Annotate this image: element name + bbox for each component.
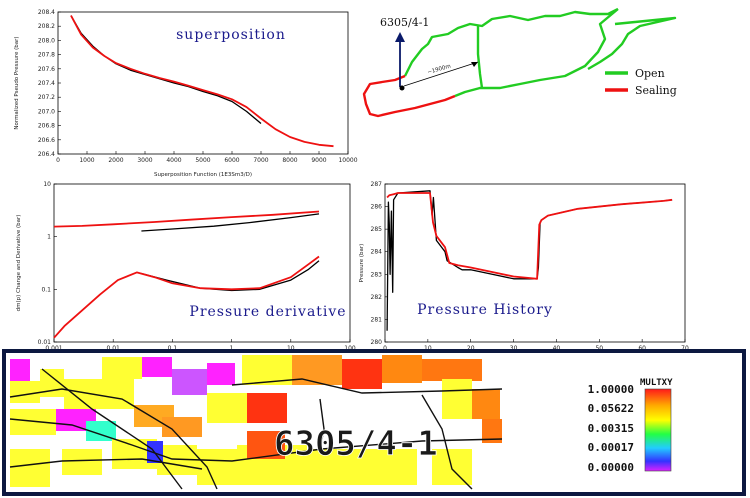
y-tick-label: 286 bbox=[371, 204, 383, 211]
y-tick-label: 283 bbox=[371, 271, 383, 278]
x-ticks: 0.001 0.01 0.1 1 10 100 bbox=[45, 339, 356, 350]
y-tick-label: 285 bbox=[371, 226, 383, 233]
chart-title: Pressure derivative bbox=[189, 304, 346, 320]
x-tick-label: 6000 bbox=[224, 157, 239, 164]
y-tick-label: 282 bbox=[371, 294, 383, 301]
y-tick-label: 206.6 bbox=[38, 137, 55, 144]
chart-title: superposition bbox=[176, 27, 286, 43]
y-tick-label: 206.4 bbox=[38, 151, 55, 158]
well-arrow-head bbox=[395, 32, 405, 42]
multxy-grid-cells bbox=[10, 355, 502, 487]
x-tick-label: 0.01 bbox=[107, 345, 121, 350]
y-axis-label: Pressure (bar) bbox=[359, 244, 365, 283]
series-line-1 bbox=[386, 192, 673, 280]
legend-open-label: Open bbox=[635, 67, 665, 80]
colorbar-value: 0.00017 bbox=[588, 441, 634, 454]
y-tick-label: 208.2 bbox=[38, 23, 55, 30]
x-tick-label: 1 bbox=[230, 345, 234, 350]
y-ticks: 280 281 282 283 284 285 286 287 bbox=[371, 181, 388, 346]
y-tick-label: 207.8 bbox=[38, 52, 55, 59]
y-tick-label: 208.0 bbox=[38, 37, 55, 44]
superposition-chart: 0 1000 2000 3000 4000 5000 6000 7000 8000 9000 100… bbox=[14, 9, 358, 178]
x-tick-label: 4000 bbox=[166, 157, 181, 164]
series-line-1 bbox=[53, 210, 320, 228]
y-axis-label: dm(p) Change and Derivative (bar) bbox=[16, 215, 22, 312]
x-tick-label: 2000 bbox=[108, 157, 123, 164]
distance-label: ~1900m bbox=[427, 64, 452, 76]
fault-map: 6305/4-1 ~1900m Open Sealing bbox=[362, 7, 677, 118]
x-ticks: 0 10 20 30 40 50 60 70 bbox=[383, 339, 689, 350]
sealing-boundary-line bbox=[362, 74, 456, 118]
y-ticks: 206.4 206.6 206.8 207.0 207.2 207.4 207.6 207.8… bbox=[38, 9, 61, 158]
colorbar-title: MULTXY bbox=[640, 378, 673, 388]
x-tick-label: 100 bbox=[344, 345, 356, 350]
plot-frame bbox=[53, 183, 351, 343]
x-tick-label: 70 bbox=[681, 345, 689, 350]
x-axis-label: Superposition Function (1E3Sm3/D) bbox=[154, 172, 252, 178]
y-tick-label: 0.1 bbox=[41, 286, 51, 293]
y-tick-label: 207.6 bbox=[38, 66, 55, 73]
colorbar-value: 0.00000 bbox=[588, 461, 634, 474]
x-tick-label: 40 bbox=[553, 345, 561, 350]
y-tick-label: 207.0 bbox=[38, 108, 55, 115]
legend-sealing-label: Sealing bbox=[635, 84, 677, 97]
well-marker bbox=[399, 85, 405, 91]
pressure-history-chart: 0 10 20 30 40 50 60 70 280 281 282 283 284 285 286 287… bbox=[359, 181, 689, 350]
plot-frame bbox=[384, 183, 686, 343]
x-tick-label: 8000 bbox=[282, 157, 297, 164]
open-boundary-line bbox=[403, 7, 677, 98]
y-tick-label: 10 bbox=[43, 181, 51, 188]
simulation-grid-panel: 6305/4-1 MULTXY 1.00000 0.05622 0.00315 … bbox=[2, 349, 746, 496]
x-tick-label: 0.001 bbox=[45, 345, 62, 350]
series-line-3 bbox=[53, 255, 320, 339]
x-tick-label: 9000 bbox=[311, 157, 326, 164]
series-lines bbox=[53, 210, 320, 339]
x-tick-label: 0 bbox=[56, 157, 60, 164]
x-tick-label: 7000 bbox=[253, 157, 268, 164]
y-tick-label: 0.01 bbox=[38, 339, 52, 346]
y-tick-label: 280 bbox=[371, 339, 383, 346]
x-tick-label: 50 bbox=[595, 345, 603, 350]
grid-well-label: 6305/4-1 bbox=[274, 424, 438, 464]
colorbar-value: 0.00315 bbox=[588, 422, 634, 435]
grid-lines bbox=[9, 368, 503, 490]
series-line-1 bbox=[70, 15, 334, 148]
y-tick-label: 208.4 bbox=[38, 9, 55, 16]
x-tick-label: 0.1 bbox=[168, 345, 178, 350]
distance-arrow-head bbox=[471, 62, 478, 67]
chart-title: Pressure History bbox=[417, 302, 553, 318]
y-tick-label: 281 bbox=[371, 316, 383, 323]
distance-line bbox=[403, 61, 479, 87]
x-tick-label: 10000 bbox=[338, 157, 357, 164]
x-ticks: 0 1000 2000 3000 4000 5000 6000 7000 8000 9000 100… bbox=[56, 151, 358, 164]
y-tick-label: 207.2 bbox=[38, 94, 55, 101]
x-tick-label: 20 bbox=[467, 345, 475, 350]
y-axis-label: Normalized Pseudo Pressure (bar) bbox=[14, 36, 20, 129]
x-tick-label: 1000 bbox=[79, 157, 94, 164]
colorbar-value: 1.00000 bbox=[588, 383, 634, 396]
x-tick-label: 30 bbox=[510, 345, 518, 350]
y-tick-label: 287 bbox=[371, 181, 383, 188]
x-tick-label: 5000 bbox=[195, 157, 210, 164]
y-ticks: 0.01 0.1 1 10 bbox=[38, 181, 57, 346]
colorbar-gradient bbox=[644, 388, 672, 472]
colorbar-value: 0.05622 bbox=[588, 402, 634, 415]
plot-frame bbox=[57, 11, 349, 155]
x-tick-label: 10 bbox=[287, 345, 295, 350]
series-lines bbox=[70, 15, 334, 148]
x-tick-label: 3000 bbox=[137, 157, 152, 164]
series-lines bbox=[386, 190, 673, 331]
x-tick-label: 60 bbox=[638, 345, 646, 350]
series-line-2 bbox=[141, 260, 320, 292]
well-label: 6305/4-1 bbox=[380, 16, 429, 29]
x-tick-label: 10 bbox=[424, 345, 432, 350]
series-line-0 bbox=[141, 213, 320, 232]
y-tick-label: 284 bbox=[371, 249, 383, 256]
y-tick-label: 1 bbox=[47, 234, 51, 241]
x-tick-label: 0 bbox=[383, 345, 387, 350]
y-tick-label: 207.4 bbox=[38, 80, 55, 87]
y-tick-label: 206.8 bbox=[38, 123, 55, 130]
